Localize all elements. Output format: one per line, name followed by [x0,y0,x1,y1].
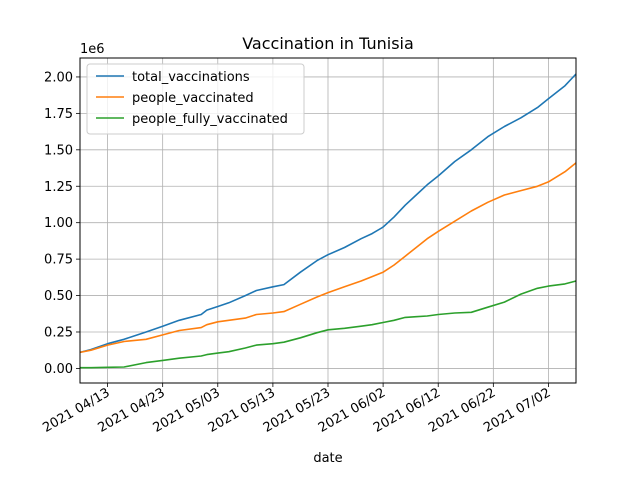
y-tick-label: 1.75 [44,107,73,122]
legend-label-people-vaccinated: people_vaccinated [132,91,254,106]
y-axis: 0.00 0.25 0.50 0.75 1.00 1.25 1.50 1.75 2.00 [44,70,80,377]
y-tick-label: 1.25 [44,180,73,195]
series-lines [79,73,577,369]
y-tick-label: 0.00 [44,362,73,377]
y-multiplier-label: 1e6 [80,42,105,57]
y-tick-label: 2.00 [44,70,73,85]
y-tick-label: 1.50 [44,143,73,158]
chart-title: Vaccination in Tunisia [242,34,414,53]
y-tick-label: 0.25 [44,325,73,340]
y-tick-label: 0.50 [44,289,73,304]
legend-label-people-fully-vaccinated: people_fully_vaccinated [132,112,288,127]
series-line-total-vaccinations [79,73,577,354]
y-tick-label: 1.00 [44,216,73,231]
legend-box [86,63,305,135]
series-line-people-fully-vaccinated [80,280,577,369]
y-tick-label: 0.75 [44,253,73,268]
legend-label-total-vaccinations: total_vaccinations [132,70,250,85]
series-line-people-vaccinated [79,162,577,354]
x-axis-label: date [313,451,342,466]
legend: total_vaccinations people_vaccinated peo… [86,63,305,135]
